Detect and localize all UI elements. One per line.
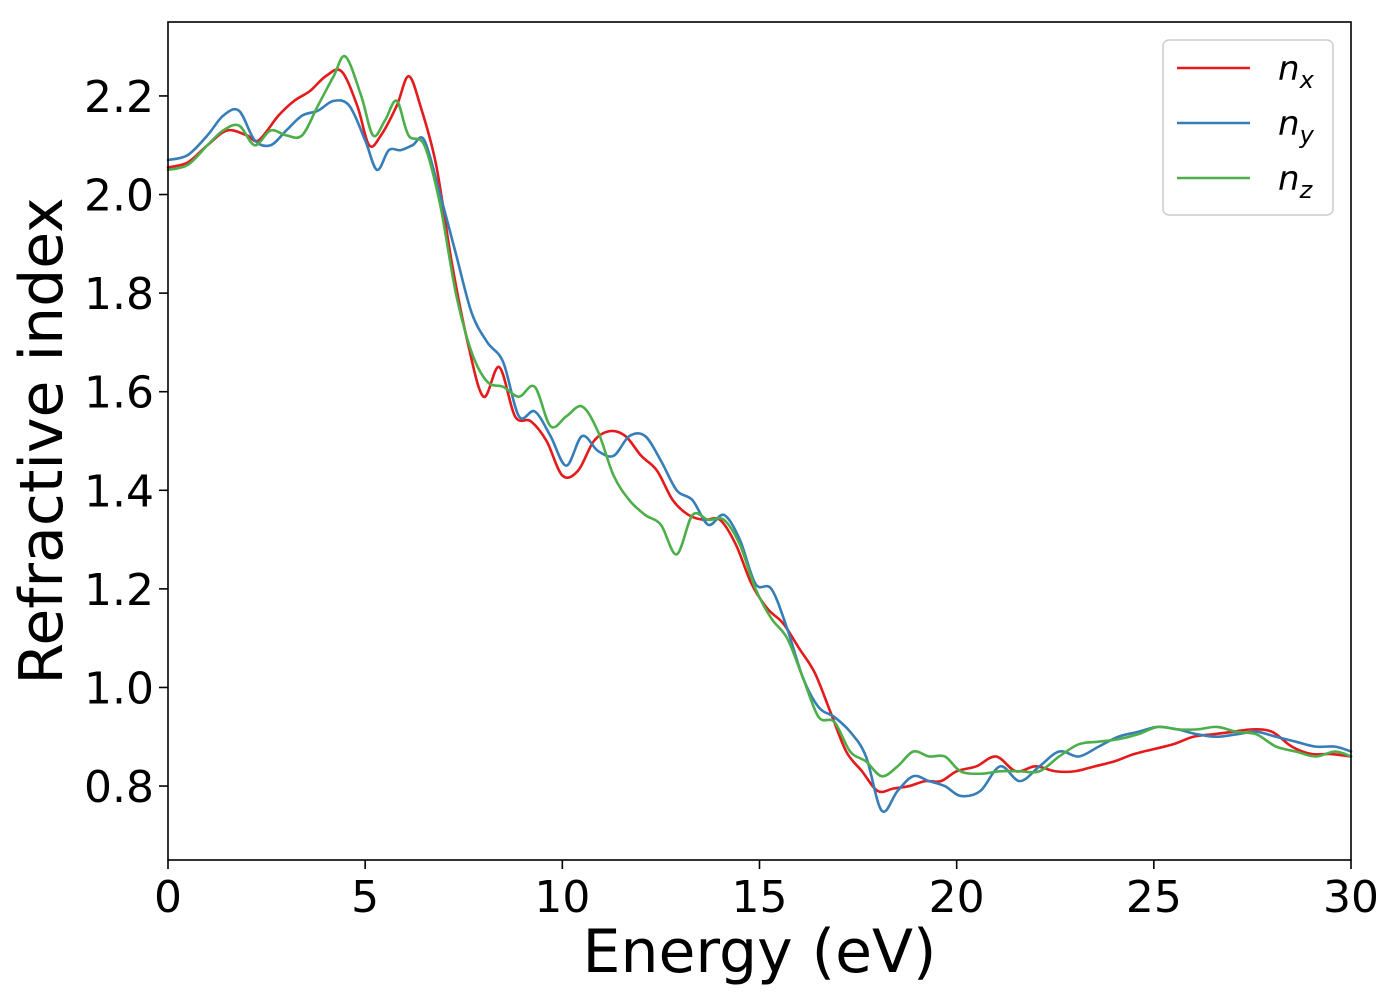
legend: nx ny nz <box>1162 39 1334 216</box>
y-tick-label: 1.2 <box>84 565 154 616</box>
x-tick-label: 10 <box>534 872 590 923</box>
y-tick-label: 1.4 <box>84 466 154 517</box>
y-axis-ticks: 0.8 1.0 1.2 1.4 1.6 1.8 2.0 2.2 <box>84 72 168 813</box>
x-tick-label: 20 <box>929 872 985 923</box>
x-axis-ticks: 0 5 10 15 20 25 30 <box>154 860 1379 923</box>
x-tick-label: 5 <box>351 872 379 923</box>
series-line-nz <box>166 54 1353 778</box>
x-tick-label: 15 <box>732 872 788 923</box>
y-tick-label: 2.2 <box>84 72 154 123</box>
legend-box <box>1162 39 1334 216</box>
y-tick-label: 1.6 <box>84 368 154 419</box>
legend-label-nz: nz <box>1278 159 1314 204</box>
x-tick-label: 25 <box>1126 872 1182 923</box>
y-axis-label: Refractive index <box>7 197 77 684</box>
y-tick-label: 1.8 <box>84 269 154 320</box>
legend-label-ny: ny <box>1278 104 1315 149</box>
x-tick-label: 0 <box>154 872 182 923</box>
x-axis-label: Energy (eV) <box>583 917 937 987</box>
y-tick-label: 0.8 <box>84 762 154 813</box>
plot-area <box>168 22 1351 860</box>
legend-label-nx: nx <box>1278 49 1315 94</box>
x-tick-label: 30 <box>1323 872 1379 923</box>
y-tick-label: 1.0 <box>84 663 154 714</box>
y-tick-label: 2.0 <box>84 171 154 222</box>
series-layer <box>166 54 1353 814</box>
